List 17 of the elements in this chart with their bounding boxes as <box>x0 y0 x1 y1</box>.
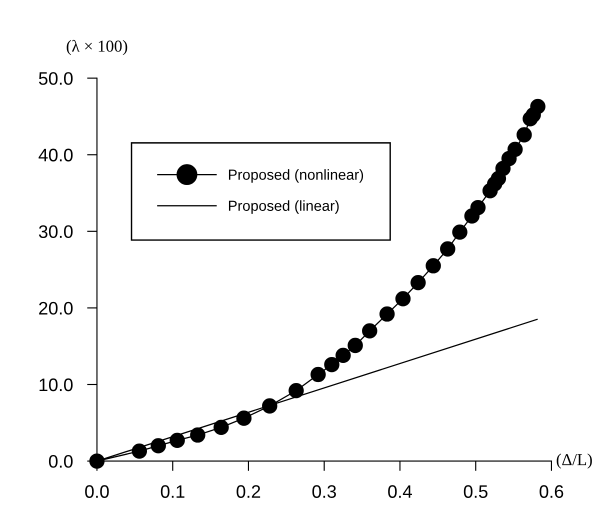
y-tick-label: 0.0 <box>48 455 73 468</box>
legend-label: Proposed (linear) <box>228 200 339 214</box>
y-tick-label: 20.0 <box>39 302 73 315</box>
legend-label: Proposed (nonlinear) <box>228 169 364 183</box>
x-tick-label: 0.5 <box>464 485 488 498</box>
y-tick-label: 50.0 <box>38 72 73 85</box>
x-tick-label: 0.1 <box>160 485 184 498</box>
y-tick-label: 10.0 <box>40 378 73 392</box>
x-tick-label: 0.4 <box>388 485 412 498</box>
x-tick-label: 0.6 <box>540 485 564 498</box>
x-tick-label: 0.3 <box>312 485 336 498</box>
y-tick-label: 40.0 <box>38 148 73 162</box>
y-axis-title: (λ × 100) <box>66 40 128 56</box>
x-axis-title: (Δ/L) <box>556 454 592 469</box>
y-tick-label: 30.0 <box>38 225 73 238</box>
x-tick-label: 0.0 <box>85 485 109 498</box>
x-tick-label: 0.2 <box>236 485 260 498</box>
